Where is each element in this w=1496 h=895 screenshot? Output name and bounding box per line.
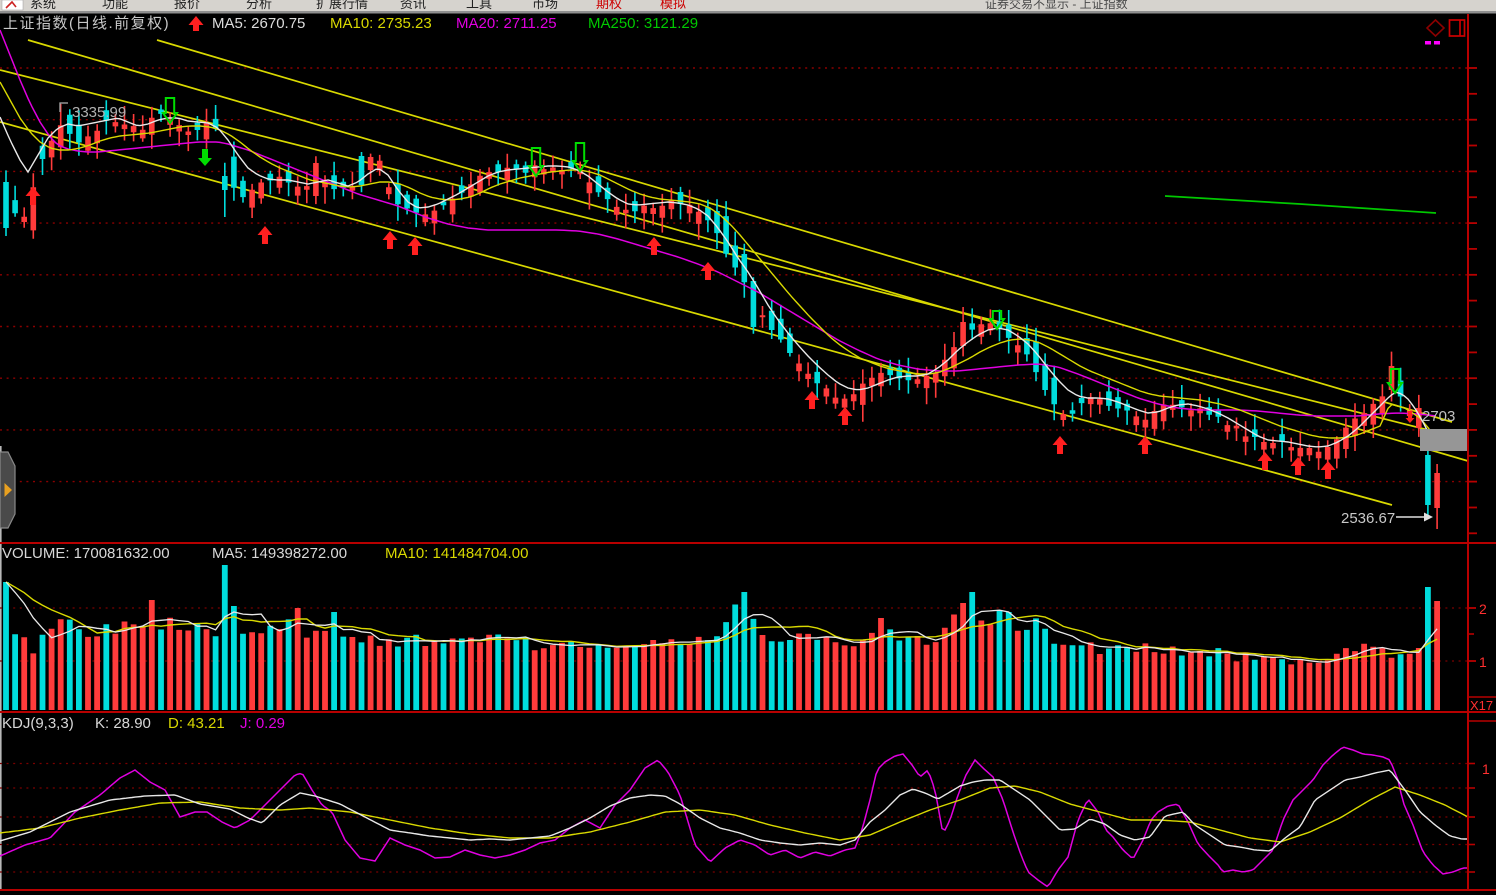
- svg-text:扩展行情: 扩展行情: [316, 0, 368, 11]
- svg-text:1: 1: [1482, 761, 1490, 777]
- svg-text:报价: 报价: [174, 0, 200, 11]
- svg-text:MA10: 141484704.00: MA10: 141484704.00: [385, 545, 528, 562]
- svg-text:MA10: 2735.23: MA10: 2735.23: [330, 15, 432, 32]
- svg-text:资讯: 资讯: [400, 0, 426, 11]
- svg-text:MA20: 2711.25: MA20: 2711.25: [456, 15, 557, 32]
- svg-text:K: 28.90: K: 28.90: [95, 715, 151, 732]
- svg-text:MA5: 149398272.00: MA5: 149398272.00: [212, 545, 347, 562]
- svg-text:X17: X17: [1470, 698, 1493, 713]
- svg-text:系统: 系统: [30, 0, 56, 11]
- svg-text:KDJ(9,3,3): KDJ(9,3,3): [2, 715, 74, 732]
- svg-text:2703: 2703: [1422, 408, 1455, 425]
- svg-text:MA250: 3121.29: MA250: 3121.29: [588, 15, 698, 32]
- svg-text:D: 43.21: D: 43.21: [168, 715, 225, 732]
- svg-text:1: 1: [1479, 654, 1487, 670]
- svg-text:证券交易不显示 - 上证指数: 证券交易不显示 - 上证指数: [985, 0, 1128, 11]
- svg-text:3335.99: 3335.99: [72, 104, 126, 121]
- svg-text:模拟: 模拟: [660, 0, 686, 11]
- svg-text:VOLUME: 170081632.00: VOLUME: 170081632.00: [2, 545, 170, 562]
- svg-text:市场: 市场: [532, 0, 558, 11]
- svg-text:2536.67: 2536.67: [1341, 510, 1395, 527]
- svg-text:功能: 功能: [102, 0, 128, 11]
- svg-text:期权: 期权: [596, 0, 622, 11]
- svg-text:J: 0.29: J: 0.29: [240, 715, 285, 732]
- svg-text:工具: 工具: [466, 0, 492, 11]
- svg-text:上证指数(日线.前复权): 上证指数(日线.前复权): [3, 14, 170, 32]
- svg-text:2: 2: [1479, 601, 1487, 617]
- svg-text:MA5: 2670.75: MA5: 2670.75: [212, 15, 305, 32]
- svg-text:分析: 分析: [246, 0, 272, 11]
